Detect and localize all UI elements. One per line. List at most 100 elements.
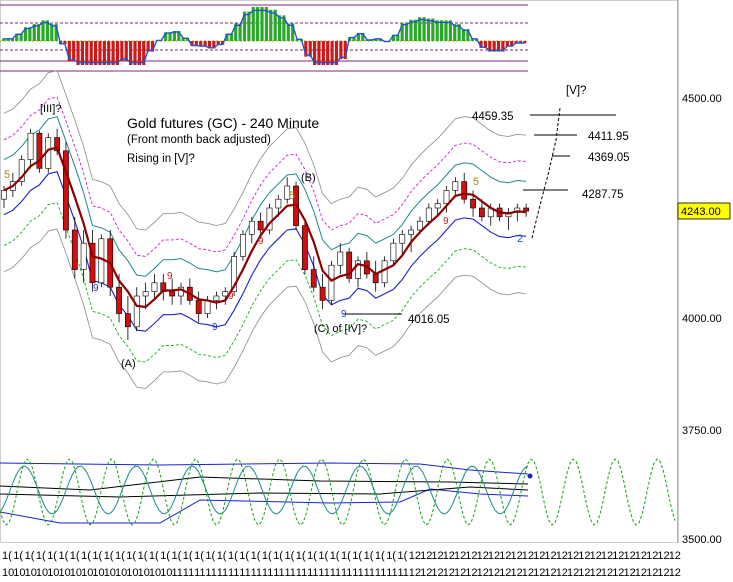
td-count-9-red-4: 9 (167, 271, 173, 282)
histogram-bar (102, 41, 106, 65)
histogram-bar (238, 23, 242, 41)
x-tick-label-top: 1( (2, 550, 12, 562)
x-tick-label-bottom: 10 (47, 567, 59, 579)
projection-dashed-path (531, 107, 561, 239)
td-count-9-blue-3: 9 (341, 309, 347, 320)
histogram-signal-line (3, 9, 525, 64)
x-tick-label-bottom: 12 (488, 567, 500, 579)
histogram-bar (6, 38, 10, 41)
td-count-9-blue-1: 9 (93, 283, 99, 294)
wave-label-III: [III]? (40, 103, 61, 115)
x-tick-label-bottom: 11 (375, 567, 386, 579)
histogram-bar (453, 24, 457, 41)
x-tick-label-top: 1( (251, 550, 261, 562)
histogram-bar (356, 32, 360, 41)
histogram-bar (488, 41, 492, 52)
candle-body (116, 286, 122, 314)
x-tick-label-top: 12 (533, 550, 545, 562)
histogram-bar (435, 20, 439, 41)
histogram-bar (352, 37, 356, 41)
candle-body (372, 273, 379, 284)
wave-label-B: (B) (301, 172, 316, 184)
x-tick-label-bottom: 10 (81, 567, 93, 579)
x-tick-label-top: 12 (431, 550, 443, 562)
x-tick-label-bottom: 11 (352, 567, 363, 579)
histogram-bar (67, 41, 71, 62)
histogram-bar (124, 41, 128, 61)
candle-body (523, 207, 530, 212)
candle-body (213, 295, 220, 301)
x-tick-label-top: 12 (511, 550, 523, 562)
candle-body (328, 264, 335, 301)
histogram-bar (326, 41, 330, 65)
wave-label-5-mid: 5 (289, 190, 295, 202)
x-tick-label-top: 1( (341, 550, 351, 562)
histogram-bar (444, 20, 448, 41)
x-tick-label-top: 12 (612, 550, 624, 562)
histogram-bar (269, 9, 273, 41)
x-tick-label-top: 1( (330, 550, 340, 562)
histogram-bar (28, 27, 32, 41)
candle-body (408, 229, 414, 235)
x-tick-label-top: 1( (47, 550, 57, 562)
x-tick-label-top: 1( (13, 550, 23, 562)
osc-blue-upper (0, 462, 529, 475)
histogram-bar (339, 41, 343, 60)
histogram-bar (492, 41, 496, 52)
x-tick-label-top: 1( (59, 550, 69, 562)
histogram-bar (483, 41, 487, 48)
histogram-bar (89, 41, 93, 65)
histogram-bar (133, 41, 137, 65)
x-tick-label-top: 1( (70, 550, 80, 562)
histogram-bar (93, 41, 98, 65)
histogram-bar (496, 41, 501, 52)
histogram-bar (264, 7, 268, 41)
histogram-bar (461, 29, 466, 41)
candle-body (151, 282, 158, 292)
x-tick-label-top: 1( (217, 550, 227, 562)
td-count-9-blue-2: 9 (212, 322, 218, 333)
x-tick-label-bottom: 11 (386, 567, 397, 579)
histogram-bar (413, 19, 417, 41)
osc-black-line-1 (0, 476, 529, 491)
x-tick-label-top: 1( (194, 550, 204, 562)
histogram-bar (129, 41, 133, 65)
histogram-bar (15, 33, 19, 41)
histogram-bar (330, 41, 334, 65)
histogram-bar (41, 20, 45, 41)
histogram-bar (448, 20, 452, 41)
histogram-bar (523, 41, 527, 44)
candle-body (425, 207, 432, 222)
candle-body (275, 198, 282, 209)
x-tick-label-bottom: 12 (624, 567, 636, 579)
x-tick-label-top: 1( (375, 550, 385, 562)
td-count-9-red-3: 9 (443, 216, 449, 227)
x-tick-label-top: 1( (239, 550, 249, 562)
x-tick-label-top: 12 (646, 550, 658, 562)
histogram-bar (10, 38, 14, 41)
x-tick-label-bottom: 11 (217, 567, 228, 579)
last-price-label: 4243.00 (681, 206, 721, 218)
x-tick-label-bottom: 11 (318, 567, 329, 579)
x-tick-label-top: 12 (409, 550, 421, 562)
target-label-4369: 4369.05 (588, 152, 630, 164)
x-tick-label-bottom: 12 (590, 567, 602, 579)
x-tick-label-top: 1( (149, 550, 159, 562)
histogram-bar (199, 41, 203, 47)
outer-envelope-lower (3, 228, 527, 389)
wave-label-2: 2 (517, 233, 523, 245)
histogram-bar (374, 38, 378, 41)
x-tick-label-top: 12 (544, 550, 556, 562)
histogram-bar (19, 33, 23, 41)
x-tick-label-top: 1( (386, 550, 396, 562)
x-tick-label-bottom: 12 (454, 567, 466, 579)
histogram-bar (396, 34, 400, 41)
candle-body (80, 242, 87, 270)
x-tick-label-bottom: 12 (420, 567, 432, 579)
candle-body (434, 203, 441, 209)
target-label-4411: 4411.95 (588, 131, 629, 143)
x-tick-label-top: 1( (262, 550, 272, 562)
x-tick-label-top: 12 (443, 550, 455, 562)
histogram-bar (251, 7, 255, 41)
